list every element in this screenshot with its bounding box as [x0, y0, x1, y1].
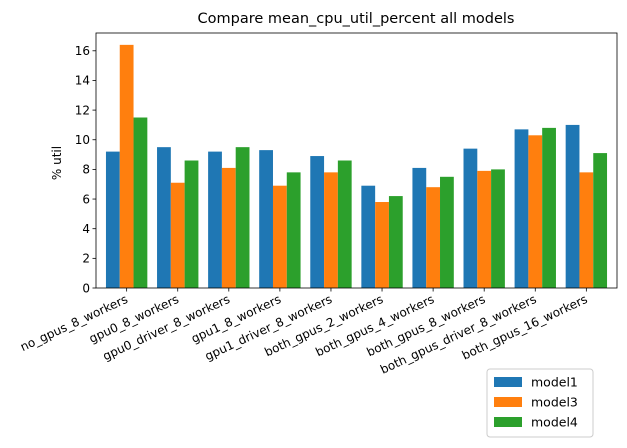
y-axis-ticks: 0 2 4 6 8 10 12 14 16: [75, 44, 96, 295]
y-tick-label: 2: [82, 252, 90, 266]
bar-model3-both_gpus_driver_8_workers: [528, 135, 543, 288]
bar-model3-gpu0_driver_8_workers: [221, 167, 236, 288]
y-tick-label: 14: [75, 74, 90, 88]
bar-model1-both_gpus_driver_8_workers: [514, 129, 529, 288]
bar-model1-gpu0_driver_8_workers: [208, 151, 222, 288]
bar-model4-no_gpus_8_workers: [133, 117, 148, 288]
bar-model3-both_gpus_8_workers: [477, 170, 492, 288]
bar-model1-both_gpus_4_workers: [412, 167, 427, 288]
bar-model3-no_gpus_8_workers: [119, 44, 134, 288]
bar-model3-both_gpus_4_workers: [426, 187, 441, 288]
y-tick-label: 16: [75, 44, 90, 58]
bar-model4-both_gpus_16_workers: [593, 153, 608, 288]
bar-model3-gpu1_8_workers: [272, 185, 287, 288]
bar-model3-both_gpus_16_workers: [579, 172, 594, 288]
y-tick-label: 12: [75, 103, 90, 117]
bar-model3-both_gpus_2_workers: [375, 202, 389, 288]
chart-title: Compare mean_cpu_util_percent all models: [198, 11, 515, 27]
bar-model4-both_gpus_2_workers: [388, 196, 403, 288]
bar-model3-gpu1_driver_8_workers: [324, 172, 338, 288]
bar-model4-both_gpus_8_workers: [491, 169, 505, 288]
plot-frame: [95, 32, 618, 289]
y-tick-label: 10: [75, 133, 90, 147]
bar-model4-gpu1_driver_8_workers: [337, 160, 352, 288]
bar-model1-gpu0_8_workers: [157, 147, 171, 288]
bar-model1-gpu1_8_workers: [259, 150, 273, 288]
bar-model3-gpu0_8_workers: [170, 182, 185, 288]
bar-model4-both_gpus_driver_8_workers: [542, 127, 556, 288]
y-axis-label: % util: [50, 146, 64, 180]
bars-layer: [105, 44, 608, 288]
legend-label-model1: model1: [531, 375, 578, 390]
bar-model4-both_gpus_4_workers: [440, 176, 454, 288]
bar-model1-both_gpus_16_workers: [565, 124, 580, 288]
y-tick-label: 0: [82, 281, 90, 295]
bar-model1-both_gpus_2_workers: [361, 185, 376, 288]
legend-label-model4: model4: [531, 415, 578, 430]
bar-model1-gpu1_driver_8_workers: [310, 156, 325, 288]
legend: model1 model3 model4: [486, 368, 594, 438]
y-tick-label: 6: [82, 192, 90, 206]
bar-model4-gpu0_8_workers: [184, 160, 199, 288]
bar-model1-both_gpus_8_workers: [463, 148, 478, 288]
legend-swatch-model1: [494, 377, 522, 387]
legend-label-model3: model3: [531, 395, 578, 410]
bar-model4-gpu0_driver_8_workers: [235, 147, 250, 288]
bar-model1-no_gpus_8_workers: [105, 151, 120, 288]
y-tick-label: 8: [82, 163, 90, 177]
legend-swatch-model4: [494, 417, 522, 427]
x-axis-ticks: no_gpus_8_workersgpu0_8_workersgpu0_driv…: [18, 288, 590, 377]
y-tick-label: 4: [82, 222, 90, 236]
bar-model4-gpu1_8_workers: [286, 172, 301, 288]
legend-swatch-model3: [494, 397, 522, 407]
